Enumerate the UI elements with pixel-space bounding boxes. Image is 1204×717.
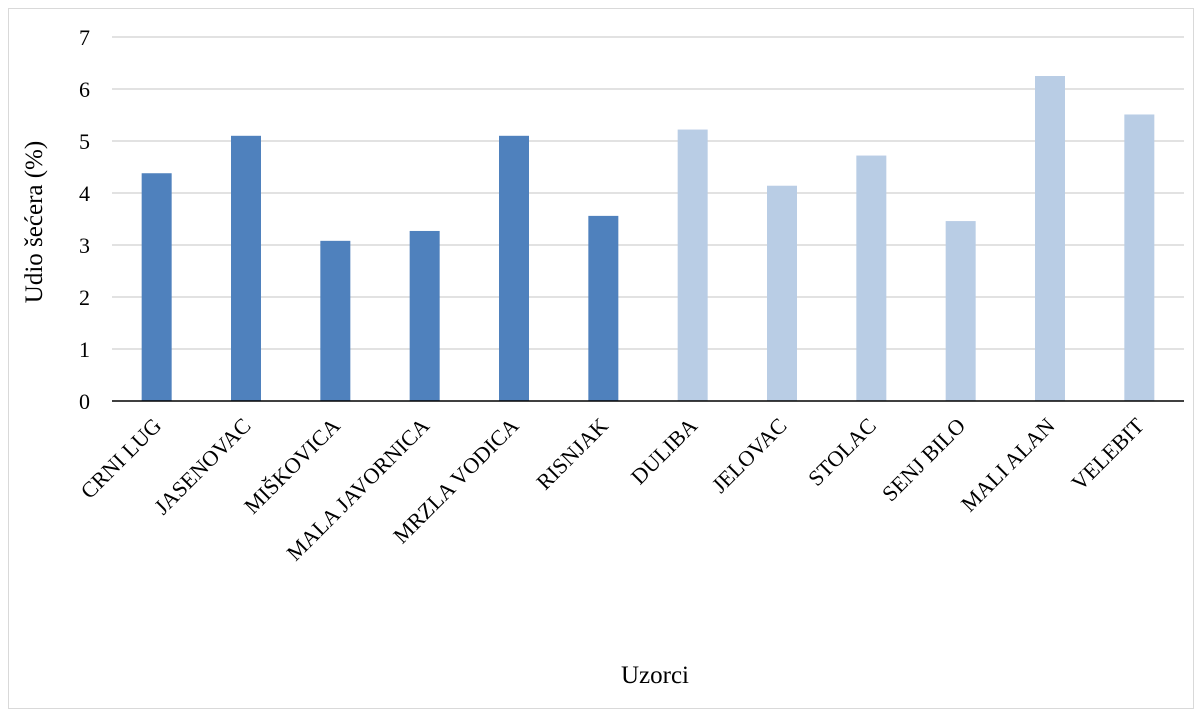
gridlines <box>112 36 1184 350</box>
x-tick-label: DULIBA <box>626 413 703 490</box>
x-tick-label: VELEBIT <box>1066 412 1149 495</box>
bar <box>677 129 708 401</box>
bar <box>767 185 797 401</box>
bar <box>856 155 887 401</box>
x-tick-label: JASENOVAC <box>149 413 255 519</box>
x-tick-label: STOLAC <box>803 413 881 491</box>
y-tick-label: 4 <box>79 181 90 206</box>
bar <box>1035 76 1065 401</box>
bar <box>409 230 440 401</box>
y-tick-label: 7 <box>79 25 90 50</box>
bar <box>588 215 619 401</box>
x-tick-label: JELOVAC <box>707 413 792 498</box>
y-axis-title: Udio šećera (%) <box>21 141 48 303</box>
bar <box>499 135 529 402</box>
bars <box>141 76 1155 402</box>
x-tick-label: RISNJAK <box>531 413 613 495</box>
x-axis-title: Uzorci <box>621 662 689 689</box>
y-tick-label: 0 <box>79 389 90 414</box>
bar <box>141 173 172 401</box>
y-tick-label: 2 <box>79 285 90 310</box>
bar <box>320 240 351 401</box>
y-tick-label: 5 <box>79 129 90 154</box>
y-tick-labels: 0 1 2 3 4 5 6 7 <box>79 25 90 414</box>
y-tick-label: 6 <box>79 77 90 102</box>
x-tick-label: MALI ALAN <box>956 413 1060 517</box>
bar <box>1124 114 1155 401</box>
bar <box>945 221 976 401</box>
x-tick-label: CRNI LUG <box>75 413 166 504</box>
x-tick-label: SENJ BILO <box>877 413 970 506</box>
y-tick-label: 3 <box>79 233 90 258</box>
bar <box>231 135 261 402</box>
y-tick-label: 1 <box>79 337 90 362</box>
